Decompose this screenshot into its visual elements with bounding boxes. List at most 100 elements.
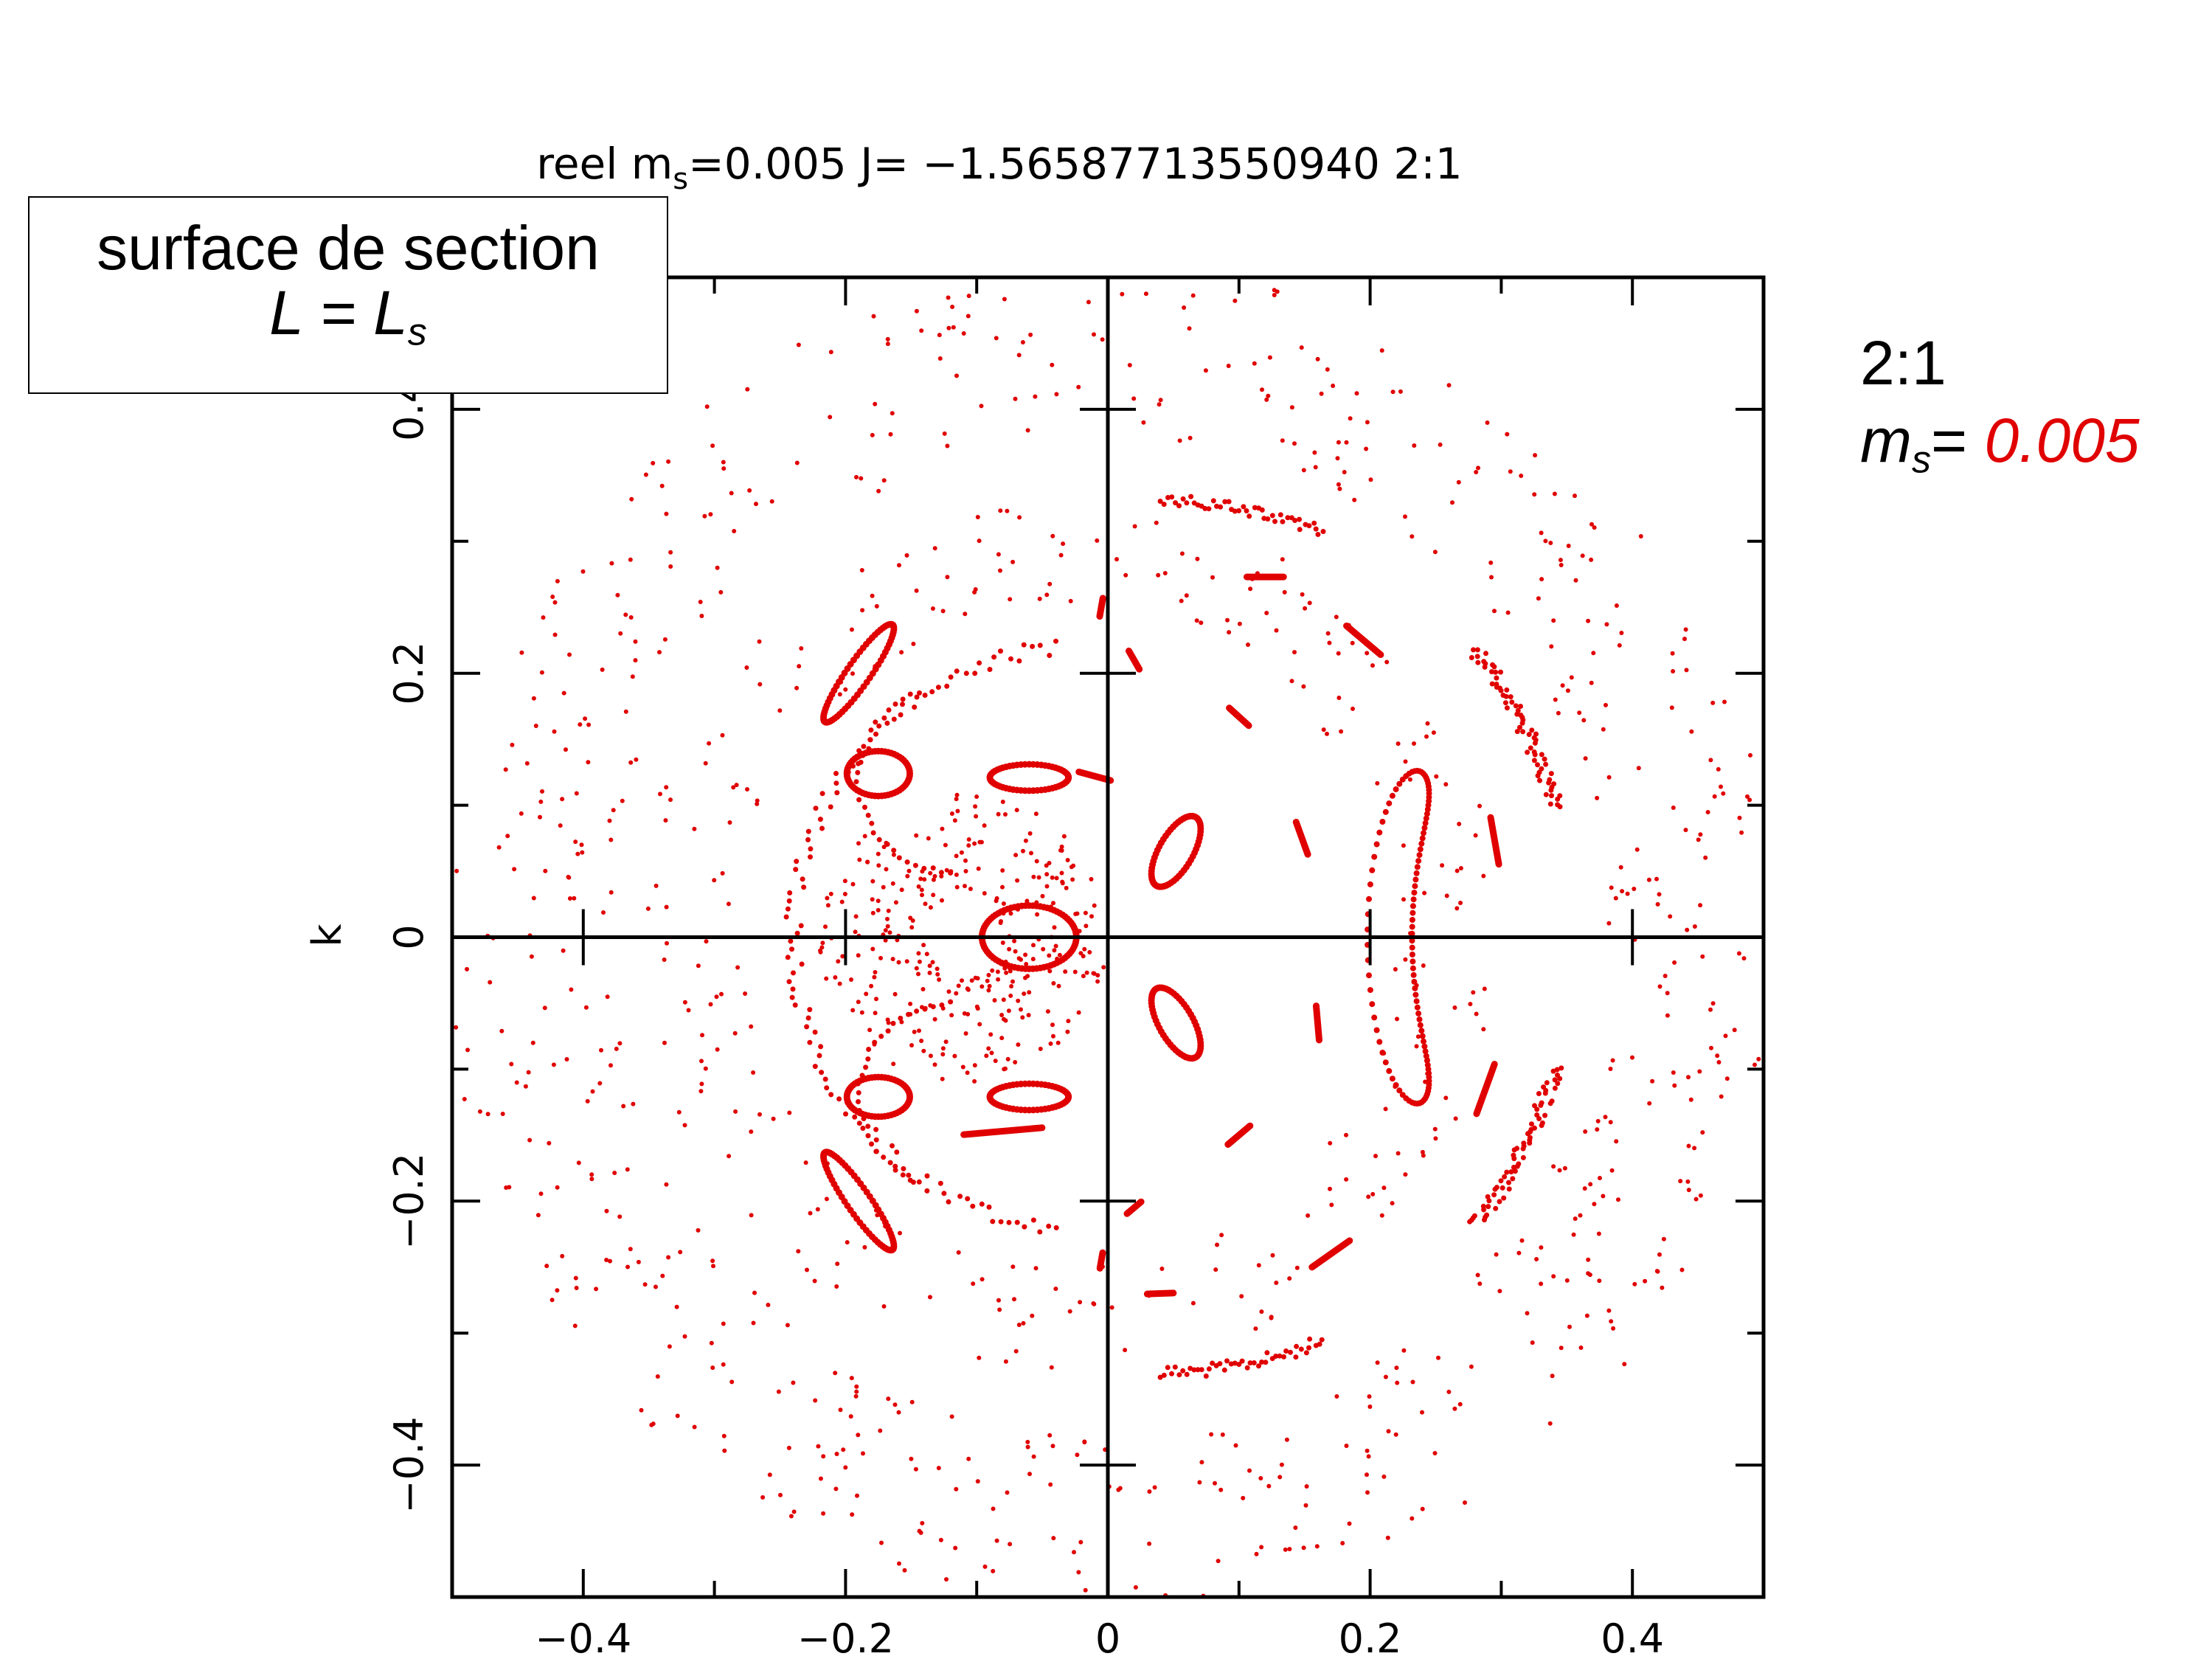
- point-middle-chaotic-ring: [682, 1000, 687, 1005]
- point-upper-arc-cluster: [1320, 529, 1326, 534]
- point-upper-right-crescent: [1526, 732, 1532, 738]
- point-outer-chaotic-ring: [1589, 680, 1594, 685]
- point-middle-chaotic-ring: [1375, 780, 1380, 786]
- point-outer-chaotic-ring: [859, 476, 864, 481]
- point-inner-chaotic-zone: [909, 925, 915, 930]
- point-inner-chaotic-zone: [857, 857, 862, 862]
- point-outer-chaotic-ring: [854, 1389, 859, 1394]
- point-outer-chaotic-ring: [1474, 470, 1479, 474]
- point-outer-chaotic-ring: [1598, 1176, 1602, 1180]
- point-outer-chaotic-ring: [488, 980, 493, 985]
- point-middle-chaotic-ring: [1017, 515, 1022, 520]
- point-outer-chaotic-ring: [1571, 1232, 1576, 1237]
- point-outer-chaotic-ring: [1606, 1308, 1612, 1313]
- point-inner-chaotic-zone: [1026, 1013, 1031, 1018]
- point-outer-chaotic-ring: [1054, 392, 1059, 397]
- point-inner-chaotic-zone: [883, 938, 888, 943]
- point-inner-invariant-curve: [873, 731, 878, 737]
- point-middle-chaotic-ring: [1259, 1309, 1264, 1315]
- point-outer-chaotic-ring: [623, 709, 628, 714]
- point-middle-chaotic-ring: [653, 883, 659, 888]
- point-outer-chaotic-ring: [1678, 1179, 1683, 1184]
- point-middle-chaotic-ring: [1403, 1172, 1408, 1177]
- point-middle-chaotic-ring: [1365, 651, 1370, 656]
- point-lower-right-crescent: [1499, 1185, 1505, 1191]
- point-outer-chaotic-ring: [1199, 1460, 1204, 1465]
- point-middle-chaotic-ring: [1021, 1320, 1026, 1326]
- point-inner-invariant-curve: [805, 1015, 811, 1021]
- point-outer-chaotic-ring: [892, 1402, 898, 1407]
- point-middle-chaotic-ring: [1453, 1116, 1458, 1121]
- point-inner-chaotic-zone: [954, 797, 959, 802]
- point-outer-chaotic-ring: [938, 1537, 943, 1542]
- point-lower-right-crescent: [1506, 1186, 1512, 1192]
- point-middle-chaotic-ring: [734, 783, 739, 788]
- point-outer-chaotic-ring: [954, 373, 959, 378]
- point-outer-chaotic-ring: [1565, 688, 1570, 693]
- point-middle-chaotic-ring: [1012, 1297, 1016, 1302]
- point-outer-chaotic-ring: [1233, 1443, 1238, 1448]
- point-outer-chaotic-ring: [1539, 1281, 1544, 1286]
- point-inner-invariant-curve: [792, 1002, 798, 1008]
- point-inner-chaotic-zone: [928, 905, 933, 910]
- point-inner-chaotic-zone: [862, 834, 867, 839]
- point-inner-chaotic-zone: [885, 916, 890, 921]
- point-inner-invariant-curve: [783, 914, 789, 920]
- point-outer-chaotic-ring: [1016, 353, 1022, 358]
- point-outer-chaotic-ring: [752, 1290, 757, 1295]
- point-outer-chaotic-ring: [818, 1476, 823, 1481]
- point-outer-chaotic-ring: [937, 356, 943, 361]
- point-inner-invariant-curve: [1037, 643, 1043, 648]
- point-inner-invariant-curve: [798, 923, 804, 929]
- point-inner-chaotic-zone: [883, 928, 888, 933]
- point-lower-arc-cluster: [1232, 1360, 1238, 1366]
- point-inner-chaotic-zone: [1015, 878, 1020, 883]
- point-outer-chaotic-ring: [575, 851, 580, 856]
- point-outer-chaotic-ring: [1336, 482, 1341, 487]
- point-inner-invariant-curve: [819, 1070, 825, 1076]
- point-outer-chaotic-ring: [1610, 1058, 1615, 1063]
- point-middle-chaotic-ring: [1280, 557, 1285, 562]
- point-outer-chaotic-ring: [1722, 699, 1727, 704]
- point-inner-invariant-curve: [799, 961, 805, 967]
- point-middle-chaotic-ring: [1431, 730, 1436, 735]
- point-inner-chaotic-zone: [914, 833, 919, 838]
- point-outer-chaotic-ring: [1638, 534, 1643, 538]
- point-outer-chaotic-ring: [601, 910, 606, 915]
- point-outer-chaotic-ring: [696, 1227, 701, 1233]
- point-middle-chaotic-ring: [850, 671, 855, 676]
- point-inner-invariant-curve: [1037, 1229, 1043, 1235]
- point-right-banana: [1410, 965, 1416, 971]
- point-outer-chaotic-ring: [1686, 1188, 1691, 1193]
- point-left-s-curve-lower: [878, 1033, 884, 1039]
- point-outer-chaotic-ring: [1209, 1432, 1214, 1437]
- point-outer-chaotic-ring: [965, 314, 971, 319]
- point-outer-chaotic-ring: [1609, 1168, 1615, 1173]
- point-lower-arc-cluster: [1256, 1363, 1261, 1369]
- point-middle-chaotic-ring: [1415, 1034, 1421, 1039]
- point-lower-arc-cluster: [1277, 1353, 1283, 1359]
- point-middle-chaotic-ring: [796, 1249, 801, 1254]
- point-inner-chaotic-zone: [974, 814, 979, 819]
- point-inner-chaotic-zone: [944, 867, 949, 873]
- point-inner-chaotic-zone: [842, 879, 847, 884]
- point-lower-arc-cluster: [1184, 1371, 1190, 1377]
- point-lower-arc-cluster: [1176, 1372, 1182, 1378]
- point-inner-invariant-curve: [836, 1096, 842, 1102]
- point-upper-right-crescent: [1483, 651, 1488, 657]
- point-inner-chaotic-zone: [1001, 901, 1006, 906]
- point-left-s-curve-upper: [892, 702, 898, 707]
- point-right-banana: [1421, 825, 1428, 831]
- point-outer-chaotic-ring: [1595, 795, 1600, 800]
- point-outer-chaotic-ring: [1710, 1001, 1716, 1006]
- point-inner-chaotic-zone: [1001, 1016, 1006, 1022]
- point-right-banana: [1386, 800, 1393, 807]
- point-outer-chaotic-ring: [1002, 297, 1007, 302]
- point-upper-right-crescent: [1543, 792, 1549, 797]
- x-tick-label: −0.2: [797, 1615, 894, 1659]
- point-outer-chaotic-ring: [1578, 1213, 1583, 1218]
- point-middle-chaotic-ring: [972, 589, 977, 595]
- point-lower-right-crescent: [1539, 1100, 1544, 1106]
- point-middle-chaotic-ring: [719, 991, 724, 997]
- point-upper-arc-cluster: [1206, 506, 1212, 512]
